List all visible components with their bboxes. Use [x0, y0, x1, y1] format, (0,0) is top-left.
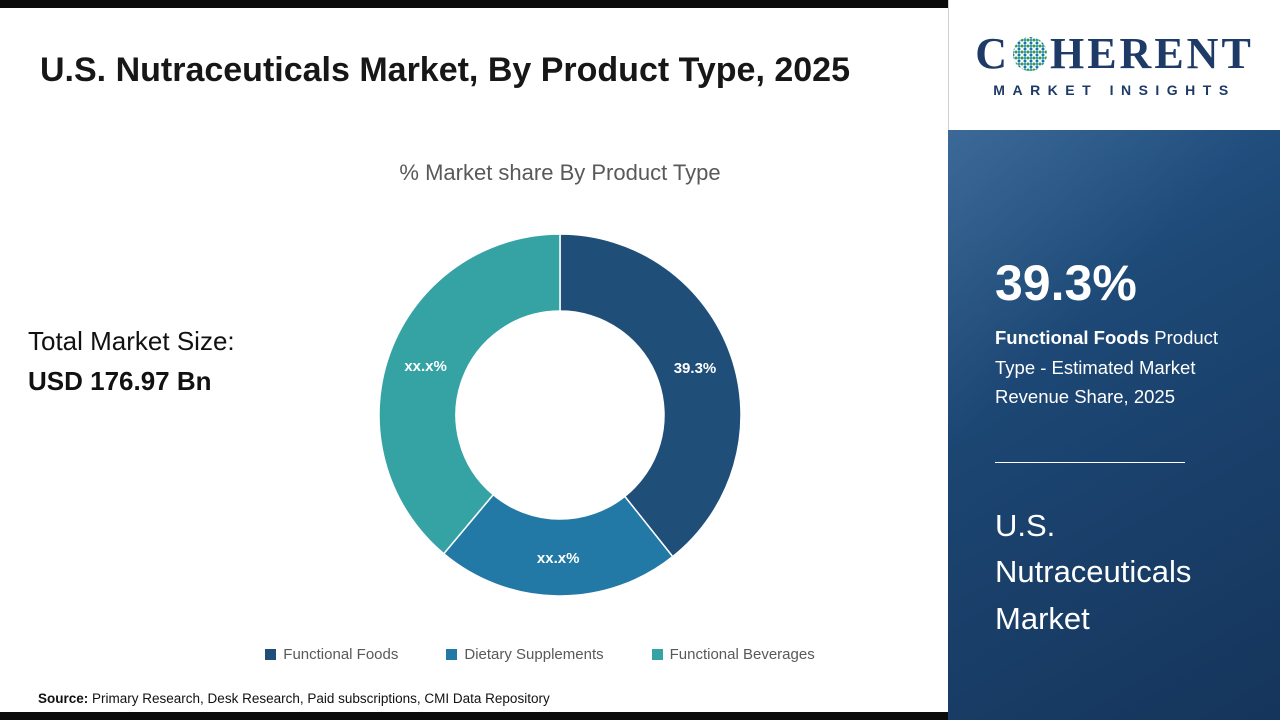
brand-logo-subtitle: MARKET INSIGHTS — [993, 82, 1236, 98]
right-panel: C HERENT MARKET INSIGHTS 39.3% Functiona… — [948, 0, 1280, 720]
chart-legend: Functional Foods Dietary Supplements Fun… — [150, 646, 930, 663]
brand-logo-rest: HERENT — [1049, 29, 1254, 78]
total-market-size-value: USD 176.97 Bn — [28, 366, 212, 396]
donut-segment-label: 39.3% — [674, 360, 717, 377]
page-title: U.S. Nutraceuticals Market, By Product T… — [40, 50, 850, 89]
brand-logo: C HERENT MARKET INSIGHTS — [948, 0, 1280, 130]
donut-chart: 39.3% xx.x% xx.x% — [370, 225, 750, 605]
brand-logo-letter-c: C — [975, 29, 1010, 78]
source-note: Source: Primary Research, Desk Research,… — [38, 691, 550, 706]
donut-segment-dietary-supplements — [442, 493, 674, 597]
top-accent-bar — [0, 0, 948, 8]
legend-label: Functional Beverages — [669, 646, 815, 663]
market-name: U.S. Nutraceuticals Market — [995, 507, 1192, 636]
highlight-stat-bold: Functional Foods — [995, 327, 1150, 348]
legend-label: Dietary Supplements — [464, 646, 604, 663]
donut-segment-label: xx.x% — [537, 550, 580, 567]
bottom-accent-bar — [0, 712, 948, 720]
highlight-stat-description: Functional Foods Product Type - Estimate… — [995, 323, 1250, 412]
donut-segment-functional-beverages — [378, 233, 561, 555]
chart-title: % Market share By Product Type — [399, 160, 721, 185]
legend-swatch-functional-beverages — [651, 649, 663, 660]
legend-swatch-dietary-supplements — [446, 649, 458, 660]
legend-item-dietary-supplements: Dietary Supplements — [446, 646, 604, 663]
total-market-size-label: Total Market Size: — [28, 326, 235, 356]
panel-divider — [995, 461, 1185, 463]
highlight-stat-value: 39.3% — [995, 255, 1137, 311]
source-label: Source: — [38, 691, 89, 706]
donut-chart-svg: 39.3% xx.x% xx.x% — [378, 233, 742, 597]
donut-segment-functional-foods — [559, 233, 742, 558]
brand-logo-wordmark: C HERENT — [975, 32, 1254, 76]
total-market-size-block: Total Market Size: USD 176.97 Bn — [28, 326, 235, 397]
legend-item-functional-beverages: Functional Beverages — [651, 646, 815, 663]
legend-swatch-functional-foods — [265, 649, 277, 660]
source-text: Primary Research, Desk Research, Paid su… — [92, 691, 550, 706]
donut-segment-label: xx.x% — [404, 358, 447, 375]
highlight-panel: 39.3% Functional Foods Product Type - Es… — [948, 130, 1280, 720]
highlight-stat-rest: Product Type - Estimated Market Revenue … — [995, 327, 1219, 408]
legend-label: Functional Foods — [283, 646, 399, 663]
legend-item-functional-foods: Functional Foods — [265, 646, 398, 663]
globe-dot-icon — [1012, 37, 1047, 71]
